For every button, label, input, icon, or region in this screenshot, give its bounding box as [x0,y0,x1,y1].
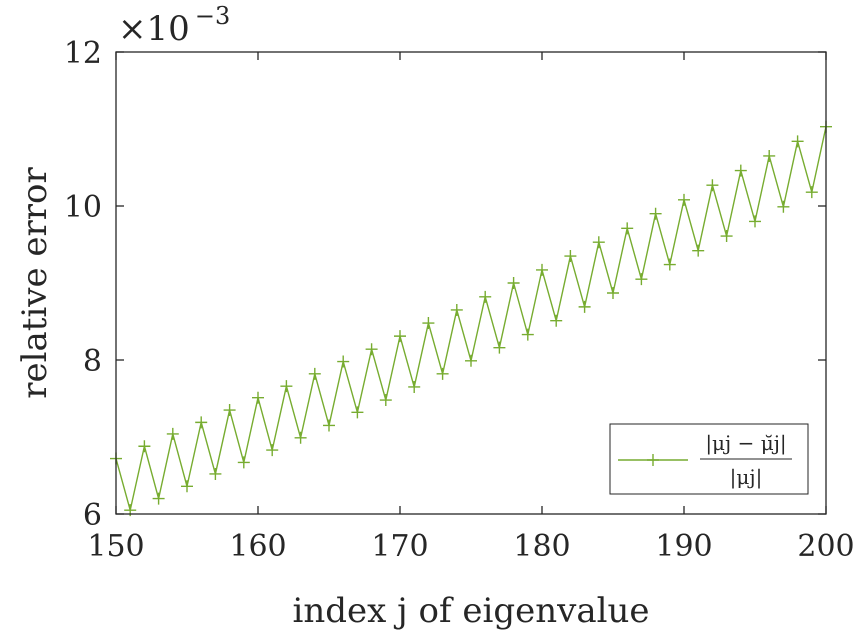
data-point-marker [166,427,179,440]
data-point-marker [734,164,747,177]
data-point-marker [308,367,321,380]
data-point-marker [365,343,378,356]
data-point-marker [621,222,634,235]
data-point-marker [564,250,577,263]
data-point-marker [394,330,406,343]
y-tick-label: 8 [83,344,102,379]
data-point-marker [408,380,421,393]
data-point-marker [493,341,506,354]
data-point-marker [138,440,151,453]
data-point-marker [791,135,804,148]
data-point-marker [237,456,250,469]
legend-marker [647,454,659,466]
data-point-marker [195,416,208,429]
y-tick-label: 6 [83,498,102,533]
tick-labels: 150 160 170 180 190 200 6 8 10 12 [64,36,855,564]
legend-numerator: |μj − μ̆j| [705,431,786,456]
data-point-marker [536,263,548,276]
data-point-marker [749,215,761,228]
y-axis-label: relative error [15,166,55,398]
data-point-marker [607,287,619,300]
data-point-marker [663,258,676,271]
data-point-marker [763,149,776,162]
x-tick-label: 180 [513,529,570,564]
x-axis-label: index j of eigenvalue [293,591,650,631]
data-point-marker [181,480,193,493]
data-point-marker [592,236,605,249]
data-point-marker [323,419,335,432]
data-point-marker [223,404,236,417]
x-tick-label: 150 [87,529,144,564]
data-point-marker [649,207,662,220]
data-point-marker [152,492,165,505]
x-tick-label: 170 [371,529,428,564]
x-tick-label: 190 [655,529,712,564]
data-point-marker [266,444,279,457]
data-point-marker [550,314,563,327]
data-point-marker [805,186,818,199]
data-point-marker [521,328,534,341]
x-tick-label: 200 [797,529,854,564]
x-tick-label: 160 [229,529,286,564]
axes-box [115,51,827,515]
data-point-marker [252,391,264,404]
y-scale-exponent-label: ×10 −3 [118,2,230,49]
data-point-marker [507,277,520,289]
data-point-marker [280,380,293,393]
y-tick-label: 12 [64,36,102,71]
data-point-marker [578,300,591,313]
data-point-marker [209,467,222,480]
legend-denominator: |μj| [730,465,763,490]
data-point-marker [465,354,477,367]
data-point-marker [294,431,307,444]
data-point-marker [777,200,790,213]
data-point-marker [351,406,364,419]
data-point-marker [422,317,435,330]
data-point-marker [479,290,492,303]
data-point-marker [635,273,648,286]
data-point-marker [436,367,449,380]
data-point-marker [450,303,463,316]
y-tick-label: 10 [64,190,102,225]
data-point-marker [692,244,705,257]
legend: |μj − μ̆j| |μj| [609,423,809,495]
data-point-marker [337,355,350,368]
data-point-marker [379,394,392,407]
data-point-marker [720,230,733,243]
data-point-marker [678,193,690,206]
data-point-marker [706,179,719,192]
